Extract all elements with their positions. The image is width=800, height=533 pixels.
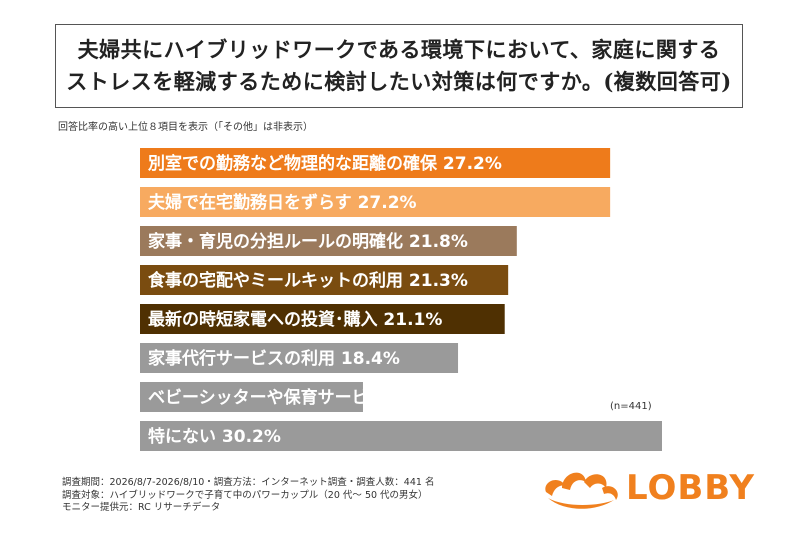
bar-value-7: 12.9% (443, 388, 502, 408)
lobby-logo: LOBBY (540, 462, 754, 514)
bar-value-5: 21.1% (383, 310, 442, 330)
bar-category-7: ベビーシッターや保育サービスの利用 (148, 387, 443, 408)
title-line-1: 夫婦共にハイブリッドワークである環境下において、家庭に関する (77, 37, 721, 62)
bar-category-5: 最新の時短家電への投資･購入 (148, 309, 383, 330)
sample-size-label: (n=441) (610, 401, 652, 412)
bar-value-2: 27.2% (358, 193, 417, 213)
bar-label-5: 最新の時短家電への投資･購入 21.1% (148, 309, 442, 330)
footer-line-provider: モニター提供元：RC リサーチデータ (62, 502, 221, 513)
bar-6 (140, 343, 459, 373)
bar-2 (140, 187, 611, 217)
bar-value-4: 21.3% (409, 271, 468, 291)
bar-8 (140, 421, 662, 451)
bar-label-1: 別室での勤務など物理的な距離の確保 27.2% (147, 153, 502, 174)
chart-note: 回答比率の高い上位８項目を表示（「その他」は非表示） (58, 122, 313, 133)
bar-label-4: 食事の宅配やミールキットの利用 21.3% (148, 270, 468, 291)
bar-category-1: 別室での勤務など物理的な距離の確保 (147, 153, 443, 174)
bar-1 (140, 148, 611, 178)
title-box: 夫婦共にハイブリッドワークである環境下において、家庭に関する ストレスを軽減する… (55, 24, 743, 108)
bar-value-3: 21.8% (409, 232, 468, 252)
bar-category-2: 夫婦で在宅勤務日をずらす (148, 192, 358, 213)
lobby-hands-icon (545, 472, 618, 509)
bar-category-4: 食事の宅配やミールキットの利用 (148, 270, 409, 291)
bar-label-7: ベビーシッターや保育サービスの利用 12.9% (148, 387, 502, 408)
bar-value-6: 18.4% (341, 349, 400, 369)
bar-label-6: 家事代行サービスの利用 18.4% (148, 348, 400, 369)
title-line-2: ストレスを軽減するために検討したい対策は何ですか。(複数回答可) (66, 69, 732, 94)
bar-label-3: 家事・育児の分担ルールの明確化 21.8% (148, 231, 468, 252)
bar-category-8: 特にない (148, 426, 222, 447)
bar-7 (140, 382, 363, 412)
bar-category-6: 家事代行サービスの利用 (148, 348, 341, 369)
bar-value-1: 27.2% (443, 154, 502, 174)
bar-value-8: 30.2% (222, 427, 281, 447)
survey-footer: 調査期間：2026/8/7-2026/8/10・調査方法：インターネット調査・調… (62, 477, 434, 515)
bar-3 (140, 226, 517, 256)
bar-label-8: 特にない 30.2% (148, 426, 281, 447)
footer-line-period: 調査期間：2026/8/7-2026/8/10・調査方法：インターネット調査・調… (62, 477, 435, 488)
bar-label-2: 夫婦で在宅勤務日をずらす 27.2% (148, 192, 417, 213)
footer-line-target: 調査対象：ハイブリッドワークで子育て中のパワーカップル（20 代～ 50 代の男… (62, 489, 428, 501)
lobby-logo-text: LOBBY (626, 468, 755, 508)
bar-4 (140, 265, 509, 295)
bar-category-3: 家事・育児の分担ルールの明確化 (148, 231, 409, 252)
bar-5 (140, 304, 505, 334)
